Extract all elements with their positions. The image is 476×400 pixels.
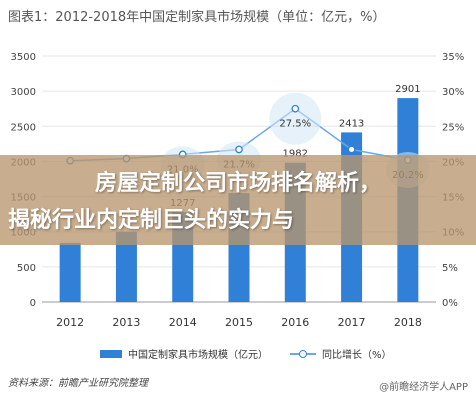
label-highlight-bubble [269, 92, 322, 145]
bar [115, 231, 137, 302]
line-data-label: 27.5% [279, 119, 311, 130]
legend-label-line: 同比增长（%） [322, 350, 392, 361]
x-tick-label: 2017 [338, 316, 366, 329]
bar-data-label: 1982 [283, 149, 308, 160]
y-tick-label-left: 2500 [11, 122, 36, 133]
legend-item-bar: 中国定制家具市场规模（亿元） [100, 346, 268, 361]
line-point [291, 104, 300, 113]
headline-overlay [0, 155, 476, 245]
y-tick-label-right: 35% [442, 52, 464, 63]
legend-item-line: 同比增长（%） [290, 346, 392, 361]
legend-swatch-line [290, 349, 316, 358]
x-tick-label: 2016 [281, 316, 309, 329]
y-tick-label-left: 500 [17, 263, 36, 274]
bar-data-label: 2413 [339, 118, 364, 129]
y-tick-label-left: 3500 [11, 52, 36, 63]
headline-line-2: 揭秘行业内定制巨头的实力与 [8, 208, 295, 233]
y-tick-label-left: 0 [30, 298, 36, 309]
line-point [347, 145, 356, 154]
y-tick-label-right: 30% [442, 87, 464, 98]
x-tick-label: 2013 [112, 316, 140, 329]
headline-line-1: 房屋定制公司市场排名解析， [94, 171, 381, 196]
legend-swatch-bar [100, 349, 122, 358]
y-tick-label-right: 0% [442, 298, 458, 309]
y-tick-label-right: 25% [442, 122, 464, 133]
source-note: 资料来源：前瞻产业研究院整理 [8, 378, 148, 389]
chart-title: 图表1：2012-2018年中国定制家具市场规模（单位：亿元，%） [8, 10, 386, 25]
bar-data-label: 2901 [395, 84, 420, 95]
x-tick-label: 2014 [169, 316, 197, 329]
line-point [235, 145, 243, 154]
y-tick-label-right: 5% [442, 263, 458, 274]
legend-label-bar: 中国定制家具市场规模（亿元） [128, 350, 268, 361]
bar [59, 242, 81, 302]
watermark: @前瞻经济学人APP [379, 382, 468, 393]
x-tick-label: 2018 [394, 316, 422, 329]
y-tick-label-left: 3000 [11, 87, 36, 98]
x-tick-label: 2012 [56, 316, 84, 329]
legend: 中国定制家具市场规模（亿元） 同比增长（%） [0, 346, 476, 362]
x-tick-label: 2015 [225, 316, 253, 329]
